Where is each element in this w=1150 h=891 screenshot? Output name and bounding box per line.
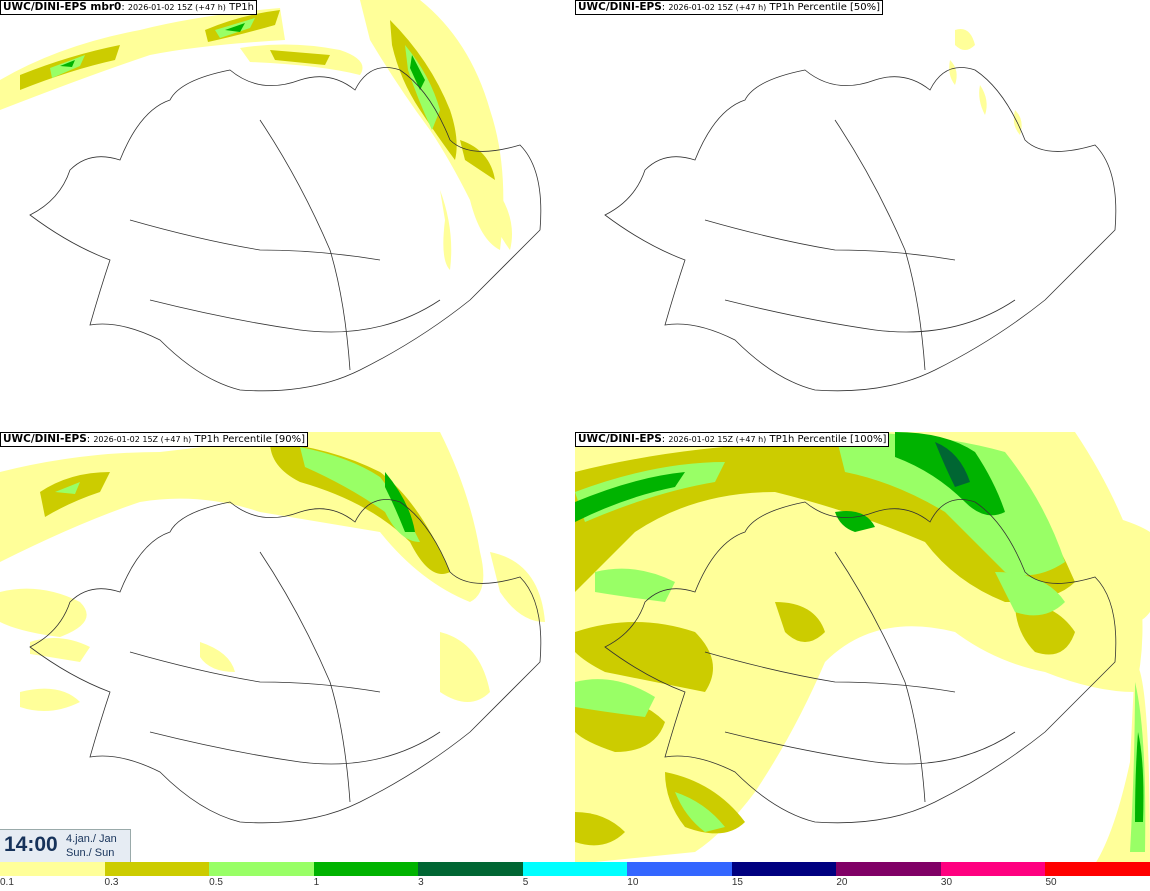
map-panel-p50: UWC/DINI-EPS: 2026-01-02 15Z (+47 h) TP1…	[575, 0, 1150, 432]
colorbar-tick-label: 10	[627, 877, 639, 888]
colorbar-tick-label: 0.1	[0, 877, 14, 888]
colorbar-tick-label: 50	[1045, 877, 1057, 888]
colorbar-tick-label: 0.3	[104, 877, 119, 888]
coastline	[29, 499, 542, 824]
valid-date: 4.jan./ Jan Sun./ Sun	[66, 832, 117, 860]
colorbar-tick-label: 5	[522, 877, 529, 888]
panel-title: UWC/DINI-EPS: 2026-01-02 15Z (+47 h) TP1…	[575, 432, 890, 447]
colorbar-swatch	[209, 862, 314, 876]
valid-time: 14:00	[4, 833, 58, 856]
colorbar-tick-label: 0.5	[209, 877, 223, 888]
colorbar-swatch	[0, 862, 105, 876]
colorbar-swatch	[522, 862, 628, 876]
coastline	[604, 499, 1117, 824]
colorbar-tick-label: 3	[418, 877, 424, 888]
precip-field	[0, 0, 512, 270]
colorbar-swatch	[627, 862, 732, 876]
colorbar-swatch	[313, 862, 419, 876]
precip-field	[0, 432, 545, 711]
colorbar-swatch	[940, 862, 1046, 876]
panel-title: UWC/DINI-EPS mbr0: 2026-01-02 15Z (+47 h…	[0, 0, 257, 15]
map-panel-p90: UWC/DINI-EPS: 2026-01-02 15Z (+47 h) TP1…	[0, 432, 575, 864]
colorbar-tick-label: 30	[940, 877, 953, 888]
colorbar-tick-label: 1	[313, 877, 320, 888]
precip-map	[0, 432, 545, 824]
colorbar-swatch	[1045, 862, 1150, 876]
precip-map	[604, 29, 1117, 392]
precip-field	[575, 432, 1150, 864]
colorbar-ticks: 0.1 0.3 0.5 1 3 5 10 15 20 30 50	[0, 876, 1150, 891]
valid-date-line1: 4.jan./ Jan	[66, 833, 117, 845]
precip-field	[949, 29, 1022, 135]
precip-map	[0, 0, 542, 392]
coastline	[604, 67, 1117, 392]
colorbar-swatch	[418, 862, 523, 876]
colorbar	[0, 862, 1150, 876]
panel-title: UWC/DINI-EPS: 2026-01-02 15Z (+47 h) TP1…	[575, 0, 884, 15]
panel-title: UWC/DINI-EPS: 2026-01-02 15Z (+47 h) TP1…	[0, 432, 309, 447]
valid-time-box: 14:00 4.jan./ Jan Sun./ Sun	[0, 829, 131, 863]
map-panel-p100: UWC/DINI-EPS: 2026-01-02 15Z (+47 h) TP1…	[575, 432, 1150, 864]
colorbar-tick-label: 20	[836, 877, 848, 888]
valid-date-line2: Sun./ Sun	[66, 847, 115, 859]
colorbar-swatch	[731, 862, 837, 876]
colorbar-swatch	[836, 862, 941, 876]
coastline	[29, 67, 542, 392]
precip-map	[575, 432, 1150, 864]
colorbar-tick-label: 15	[731, 877, 743, 888]
colorbar-swatch	[104, 862, 210, 876]
map-panel-mbr0: UWC/DINI-EPS mbr0: 2026-01-02 15Z (+47 h…	[0, 0, 575, 432]
